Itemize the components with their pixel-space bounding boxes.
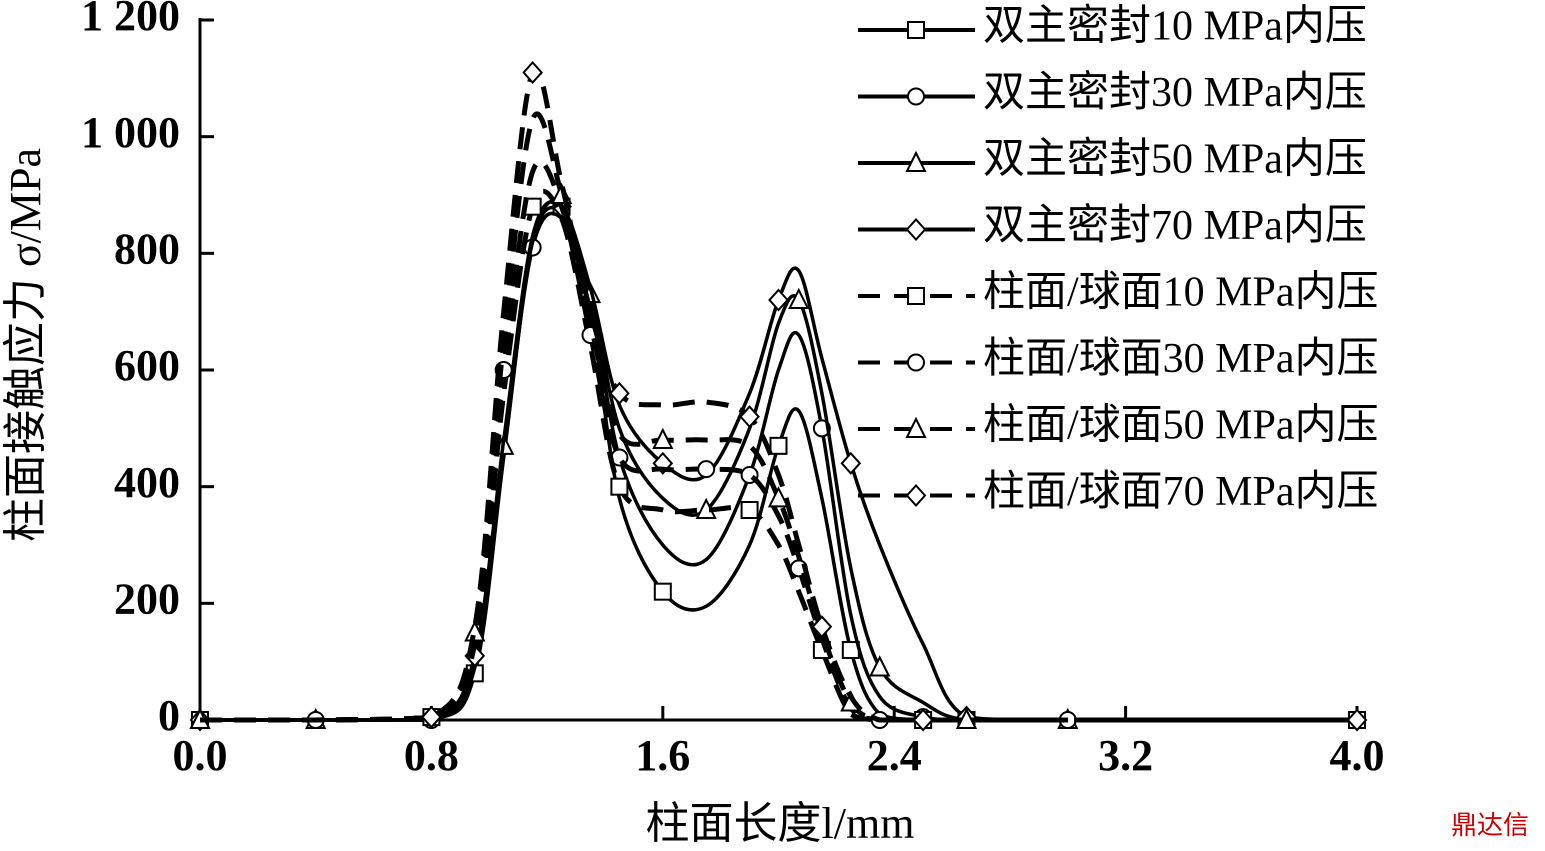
marker	[869, 655, 891, 677]
x-tick-label: 0.8	[404, 731, 459, 780]
marker	[955, 707, 978, 729]
marker	[522, 61, 543, 84]
x-axis-label: 柱面长度l/mm	[646, 799, 915, 848]
legend-marker	[907, 287, 925, 305]
y-tick-label: 1 000	[81, 108, 180, 157]
legend-label: 柱面/球面10 MPa内压	[983, 270, 1379, 316]
marker	[421, 705, 442, 729]
marker	[739, 405, 760, 429]
x-tick-label: 2.4	[867, 731, 922, 780]
marker	[740, 501, 759, 519]
legend-marker	[905, 150, 927, 172]
marker	[912, 708, 934, 732]
x-tick-label: 4.0	[1330, 731, 1385, 780]
marker	[653, 582, 672, 601]
legend-label: 柱面/球面50 MPa内压	[983, 403, 1379, 449]
legend-label: 柱面/球面30 MPa内压	[983, 336, 1379, 382]
y-tick-label: 1 200	[81, 0, 180, 40]
x-tick-label: 0.0	[173, 731, 228, 780]
legend-label: 双主密封50 MPa内压	[983, 136, 1367, 183]
y-axis-label: 柱面接触应力 σ/MPa	[1, 148, 50, 542]
marker	[610, 477, 629, 496]
marker	[1346, 708, 1368, 732]
legend-label: 柱面/球面70 MPa内压	[983, 469, 1379, 515]
marker	[697, 460, 716, 479]
legend-marker	[905, 416, 927, 438]
marker	[840, 451, 862, 475]
marker	[652, 427, 674, 449]
y-tick-label: 600	[114, 341, 180, 390]
marker	[811, 615, 833, 639]
legend-label: 双主密封30 MPa内压	[983, 69, 1367, 116]
watermark: 鼎达信	[1451, 811, 1529, 840]
x-tick-label: 1.6	[635, 731, 690, 780]
marker	[768, 288, 789, 312]
marker	[788, 287, 810, 309]
y-tick-label: 800	[114, 224, 180, 273]
y-tick-label: 0	[158, 691, 180, 740]
marker	[769, 436, 788, 455]
x-tick-label: 3.2	[1098, 731, 1153, 780]
marker	[609, 381, 630, 405]
y-tick-label: 200	[114, 574, 180, 623]
legend-label: 双主密封10 MPa内压	[983, 3, 1367, 50]
legend-marker	[907, 87, 925, 106]
legend-marker	[907, 353, 925, 372]
legend-marker	[907, 21, 925, 39]
legend-label: 双主密封70 MPa内压	[983, 202, 1367, 249]
legend-marker	[905, 484, 927, 507]
y-tick-label: 400	[114, 458, 180, 507]
legend-marker	[905, 218, 927, 241]
marker	[767, 486, 790, 508]
